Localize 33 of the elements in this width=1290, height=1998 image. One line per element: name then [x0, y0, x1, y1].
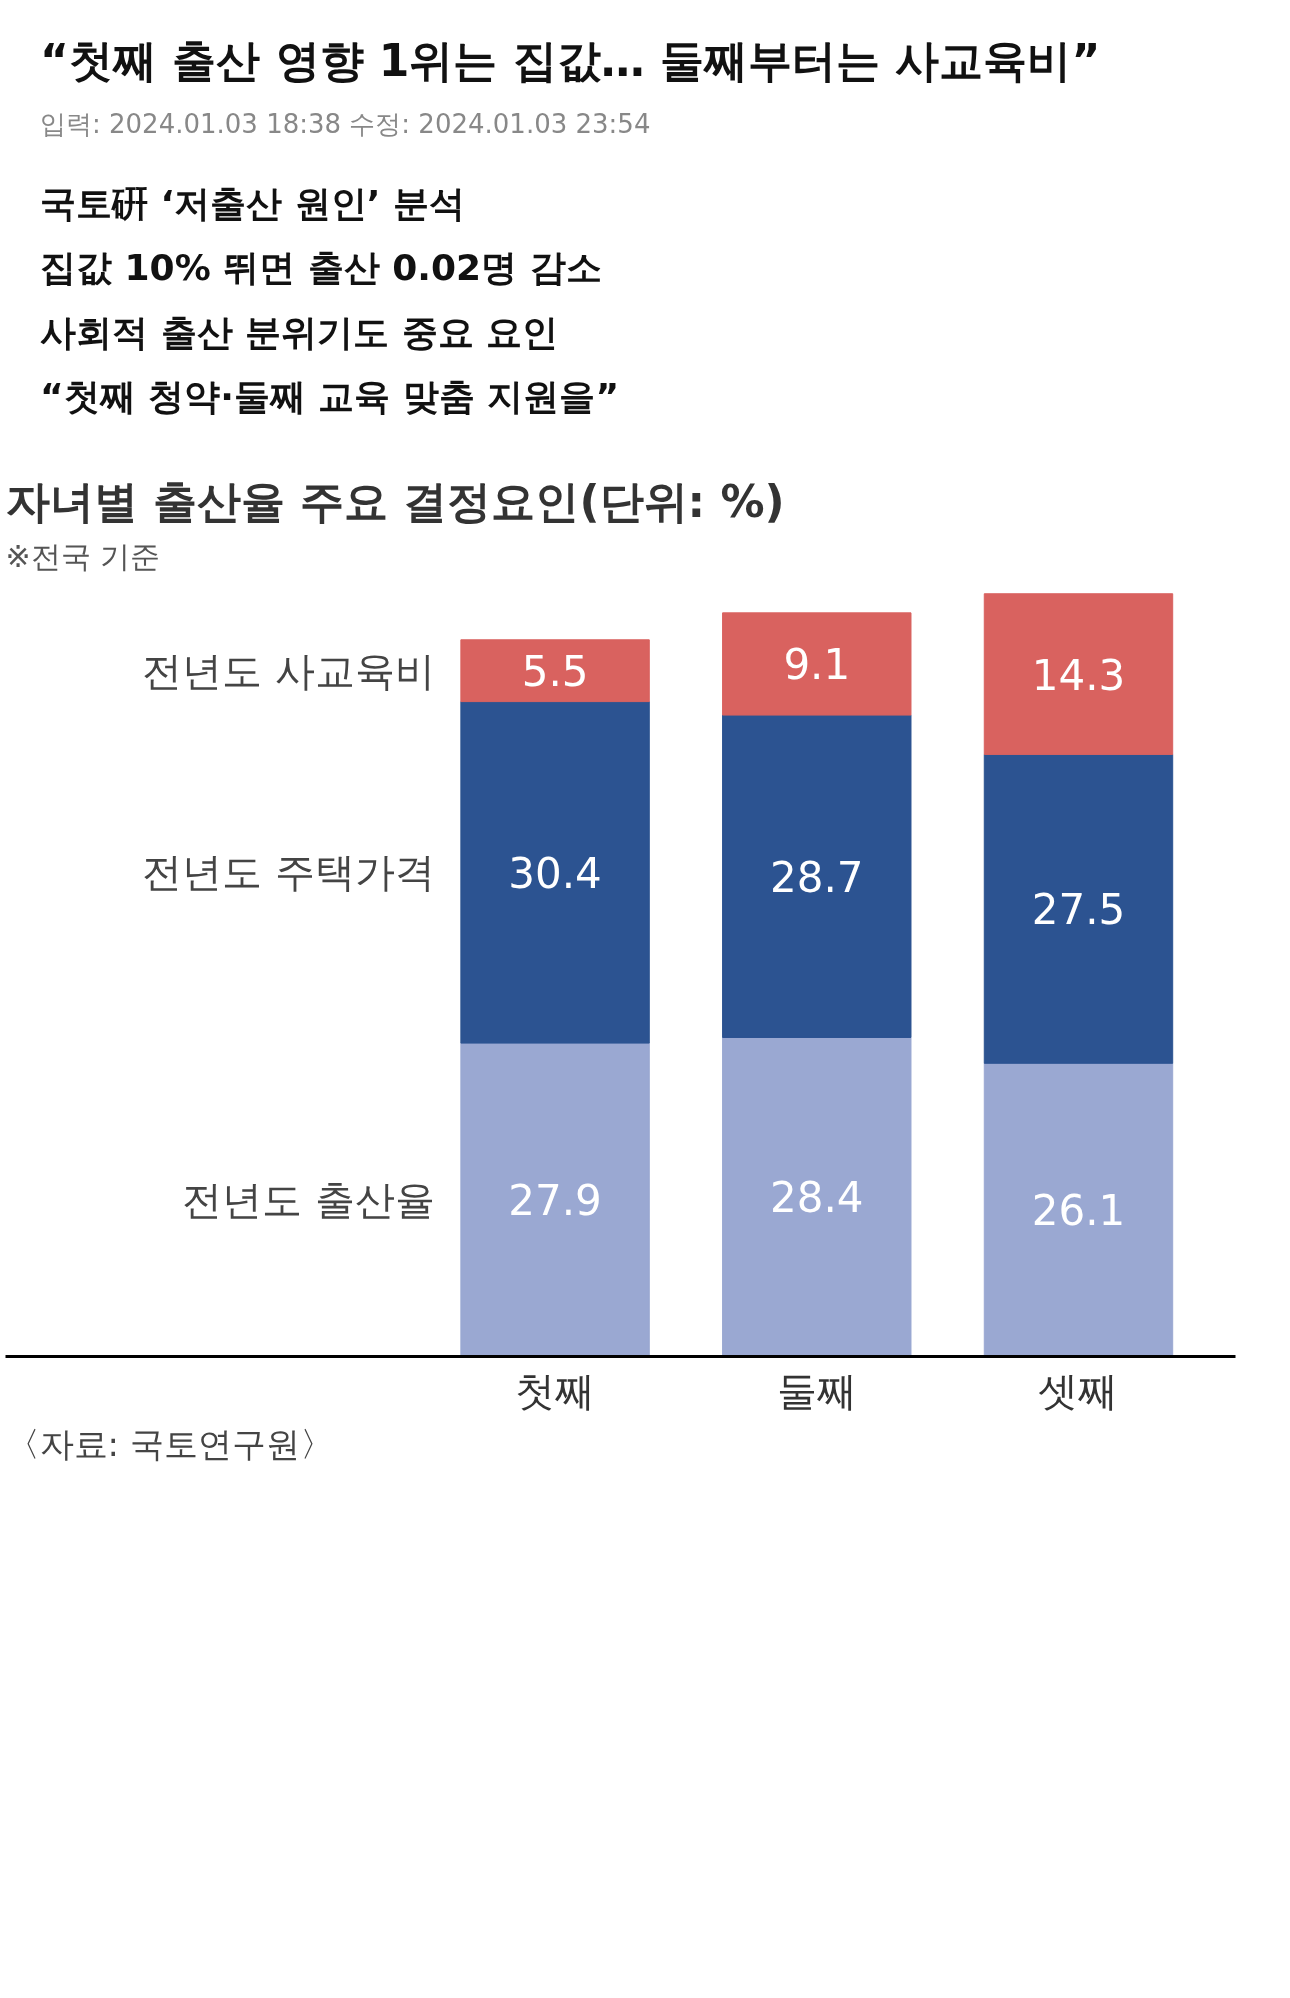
- data-label: 28.7: [770, 852, 864, 902]
- bar: [722, 612, 912, 716]
- data-label: 27.9: [508, 1175, 602, 1225]
- bar: [983, 592, 1174, 755]
- text: ※전국 기준: [5, 538, 161, 574]
- x-tick-label: 둘째: [776, 1367, 857, 1414]
- chart-title: 자녀별 출산율 주요 결정요인(단위: %): [5, 475, 785, 527]
- text: 사회적 출산 분위기도 중요 요인: [40, 310, 559, 355]
- bar: [460, 638, 650, 702]
- bar: [722, 1036, 912, 1357]
- data-label: 26.1: [1031, 1186, 1126, 1236]
- text: 국토硏 ‘저출산 원인’ 분석: [40, 182, 465, 226]
- data-label: 9.1: [783, 640, 851, 690]
- x-tick-label: 셋째: [1038, 1367, 1119, 1414]
- text: “첫째 청약·둘째 교육 맞춤 지원을”: [40, 375, 620, 420]
- bar: [722, 714, 912, 1038]
- series-label: 전년도 주택가격: [141, 849, 435, 896]
- bar: [983, 1062, 1174, 1357]
- text: 입력: 2024.01.03 18:38 수정: 2024.01.03 23:54: [40, 107, 651, 141]
- bar: [460, 1042, 650, 1357]
- text: 〈자료: 국토연구원〉: [5, 1423, 334, 1464]
- text: 집값 10% 뛰면 출산 0.02명 감소: [40, 246, 602, 291]
- bar: [460, 700, 650, 1044]
- data-label: 5.5: [521, 646, 589, 696]
- data-label: 28.4: [770, 1173, 864, 1223]
- bar: [983, 753, 1174, 1064]
- data-label: 14.3: [1031, 650, 1126, 700]
- data-label: 30.4: [508, 848, 602, 898]
- text: “첫째 출산 영향 1위는 집값… 둘째부터는 사교육비”: [40, 34, 1101, 88]
- data-label: 27.5: [1031, 885, 1126, 935]
- series-label: 전년도 출산율: [181, 1176, 435, 1223]
- series-label: 전년도 사교육비: [141, 647, 435, 694]
- x-tick-label: 첫째: [515, 1367, 596, 1414]
